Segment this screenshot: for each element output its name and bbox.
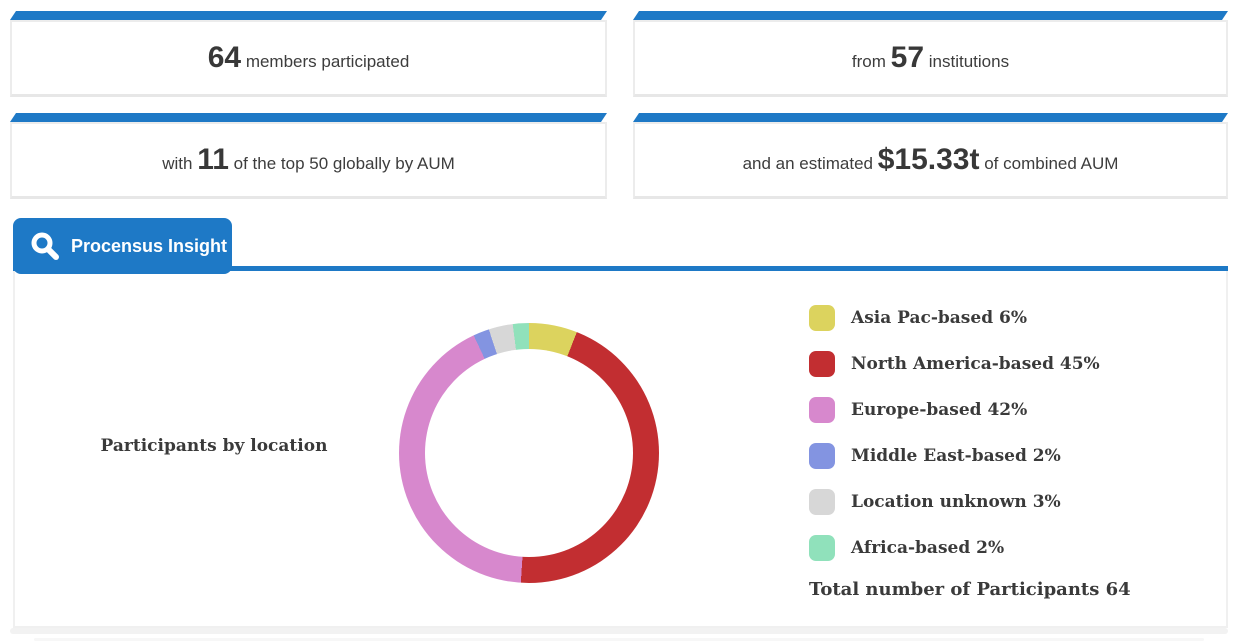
stat-text-institutions: from 57 institutions [852, 41, 1009, 75]
card-top-bar [633, 11, 1228, 20]
legend-item: North America-based 45% [809, 351, 1100, 377]
legend-swatch [809, 397, 835, 423]
stat-text-top50: with 11 of the top 50 globally by AUM [162, 143, 455, 177]
card-top-bar [633, 113, 1228, 122]
chart-legend: Asia Pac-based 6% North America-based 45%… [809, 305, 1100, 561]
stat-text-members: 64 members participated [208, 41, 410, 75]
legend-item: Europe-based 42% [809, 397, 1100, 423]
bottom-divider [10, 628, 1228, 634]
insight-panel: Participants by location Asia Pac-based … [13, 269, 1228, 628]
tab-label: Procensus Insight [71, 235, 228, 256]
legend-label: Location unknown 3% [851, 492, 1061, 512]
legend-item: Middle East-based 2% [809, 443, 1100, 469]
legend-label: Africa-based 2% [851, 538, 1005, 558]
stat-text-aum: and an estimated $15.33t of combined AUM [743, 143, 1119, 177]
stat-card-aum: and an estimated $15.33t of combined AUM [633, 113, 1228, 199]
legend-label: Europe-based 42% [851, 400, 1028, 420]
stat-trail: institutions [928, 52, 1010, 71]
legend-swatch [809, 351, 835, 377]
legend-label: North America-based 45% [851, 354, 1100, 374]
legend-item: Asia Pac-based 6% [809, 305, 1100, 331]
card-top-bar [10, 11, 607, 20]
search-icon [29, 230, 61, 262]
stat-trail: members participated [245, 52, 410, 71]
procensus-insight-tab[interactable]: Procensus Insight [13, 218, 232, 274]
stat-value: $15.33t [877, 143, 980, 176]
stat-trail: of combined AUM [984, 154, 1119, 173]
legend-swatch [809, 305, 835, 331]
stat-lead: from [851, 52, 886, 71]
stat-card-institutions: from 57 institutions [633, 11, 1228, 97]
legend-item: Location unknown 3% [809, 489, 1100, 515]
legend-swatch [809, 535, 835, 561]
stat-card-members: 64 members participated [10, 11, 607, 97]
card-top-bar [10, 113, 607, 122]
legend-label: Middle East-based 2% [851, 446, 1061, 466]
stat-lead: and an estimated [742, 154, 873, 173]
legend-swatch [809, 489, 835, 515]
insight-underline [13, 266, 1228, 271]
stat-value: 11 [197, 143, 229, 176]
stat-card-top50: with 11 of the top 50 globally by AUM [10, 113, 607, 199]
stat-trail: of the top 50 globally by AUM [233, 154, 455, 173]
stat-lead: with [162, 154, 193, 173]
stat-value: 57 [890, 41, 925, 74]
stat-value: 64 [207, 41, 242, 74]
legend-swatch [809, 443, 835, 469]
donut-chart [399, 323, 659, 583]
legend-label: Asia Pac-based 6% [851, 308, 1027, 328]
legend-total: Total number of Participants 64 [809, 579, 1131, 600]
legend-item: Africa-based 2% [809, 535, 1100, 561]
chart-title: Participants by location [100, 436, 328, 456]
donut-hole [425, 349, 633, 557]
bottom-divider-line [34, 638, 1204, 641]
